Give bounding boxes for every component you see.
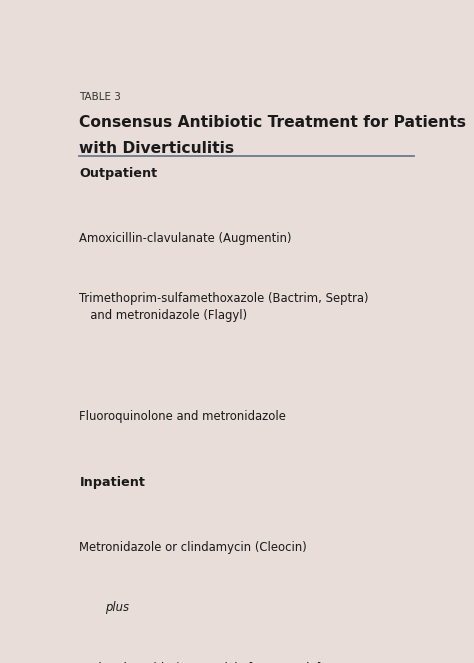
Text: Fluoroquinolone and metronidazole: Fluoroquinolone and metronidazole xyxy=(80,410,286,422)
Text: Inpatient: Inpatient xyxy=(80,476,146,489)
Text: Amoxicillin-clavulanate (Augmentin): Amoxicillin-clavulanate (Augmentin) xyxy=(80,233,292,245)
Text: plus: plus xyxy=(105,601,129,615)
Text: Aminoglycoside (gentamicin [Garamycin] or
   tobramycin [Tobrex]): Aminoglycoside (gentamicin [Garamycin] o… xyxy=(80,662,337,663)
Text: Outpatient: Outpatient xyxy=(80,167,157,180)
Text: TABLE 3: TABLE 3 xyxy=(80,92,121,102)
Text: Metronidazole or clindamycin (Cleocin): Metronidazole or clindamycin (Cleocin) xyxy=(80,542,307,554)
Text: with Diverticulitis: with Diverticulitis xyxy=(80,141,235,156)
Text: Trimethoprim-sulfamethoxazole (Bactrim, Septra)
   and metronidazole (Flagyl): Trimethoprim-sulfamethoxazole (Bactrim, … xyxy=(80,292,369,322)
Text: Consensus Antibiotic Treatment for Patients: Consensus Antibiotic Treatment for Patie… xyxy=(80,115,466,130)
